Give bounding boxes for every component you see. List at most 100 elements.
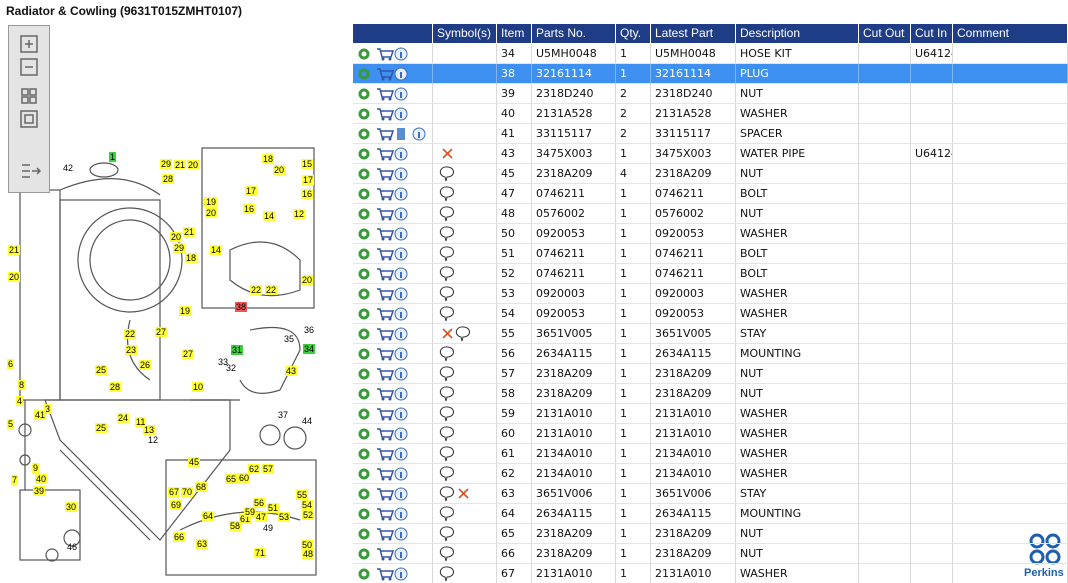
- cart-icon[interactable]: [377, 368, 395, 381]
- zoom-in-button[interactable]: [20, 35, 38, 53]
- cart-icon[interactable]: [377, 188, 395, 201]
- part-callout[interactable]: 16: [243, 204, 256, 214]
- column-header[interactable]: Parts No.: [532, 24, 616, 43]
- row-actions[interactable]: [353, 204, 433, 224]
- cart-icon[interactable]: [377, 348, 395, 361]
- part-callout[interactable]: 1: [109, 152, 117, 162]
- cart-icon[interactable]: [377, 148, 395, 161]
- part-callout[interactable]: 47: [255, 512, 268, 522]
- note-symbol[interactable]: [439, 226, 454, 242]
- part-callout[interactable]: 28: [109, 382, 122, 392]
- row-actions[interactable]: [353, 344, 433, 364]
- note-symbol[interactable]: [439, 246, 454, 262]
- part-callout[interactable]: 14: [210, 245, 223, 255]
- cart-icon[interactable]: [377, 108, 395, 121]
- detail-icon[interactable]: [358, 208, 370, 220]
- part-callout[interactable]: 70: [181, 487, 194, 497]
- note-symbol[interactable]: [439, 306, 454, 322]
- part-callout[interactable]: 61: [239, 514, 252, 524]
- cart-icon[interactable]: [377, 168, 395, 181]
- part-callout[interactable]: 59: [244, 507, 257, 517]
- part-callout[interactable]: 51: [267, 503, 280, 513]
- part-callout[interactable]: 22: [124, 329, 137, 339]
- row-actions[interactable]: [353, 244, 433, 264]
- part-callout[interactable]: 67: [168, 487, 181, 497]
- part-callout[interactable]: 37: [278, 410, 289, 420]
- note-symbol[interactable]: [439, 506, 454, 522]
- row-actions[interactable]: [353, 184, 433, 204]
- part-callout[interactable]: 34: [303, 344, 316, 354]
- row-actions[interactable]: [353, 504, 433, 524]
- detail-icon[interactable]: [358, 448, 370, 460]
- row-actions[interactable]: [353, 224, 433, 244]
- detail-icon[interactable]: [358, 468, 370, 480]
- detail-icon[interactable]: [358, 408, 370, 420]
- row-actions[interactable]: [353, 424, 433, 444]
- part-callout[interactable]: 12: [148, 435, 159, 445]
- column-header[interactable]: Latest Part No.: [651, 24, 736, 59]
- cart-icon[interactable]: [377, 548, 395, 561]
- part-callout[interactable]: 18: [262, 154, 275, 164]
- note-symbol[interactable]: [439, 366, 454, 382]
- part-callout[interactable]: 43: [285, 366, 298, 376]
- part-callout[interactable]: 48: [302, 549, 315, 559]
- part-callout[interactable]: 60: [238, 473, 251, 483]
- part-callout[interactable]: 18: [185, 253, 198, 263]
- detail-icon[interactable]: [358, 368, 370, 380]
- detail-icon[interactable]: [358, 328, 370, 340]
- part-callout[interactable]: 25: [95, 365, 108, 375]
- part-callout[interactable]: 20: [273, 165, 286, 175]
- part-callout[interactable]: 27: [182, 349, 195, 359]
- part-callout[interactable]: 7: [11, 475, 19, 485]
- part-callout[interactable]: 30: [65, 502, 78, 512]
- part-callout[interactable]: 24: [117, 413, 130, 423]
- cart-icon[interactable]: [377, 408, 395, 421]
- cart-icon[interactable]: [377, 68, 395, 81]
- cart-icon[interactable]: [377, 48, 395, 61]
- part-callout[interactable]: 39: [33, 486, 46, 496]
- part-callout[interactable]: 17: [302, 175, 315, 185]
- row-actions[interactable]: [353, 484, 433, 504]
- part-callout[interactable]: 21: [174, 160, 187, 170]
- detail-icon[interactable]: [358, 508, 370, 520]
- part-callout[interactable]: 23: [125, 345, 138, 355]
- part-callout[interactable]: 33: [218, 357, 229, 367]
- cart-icon[interactable]: [377, 328, 395, 341]
- column-header[interactable]: Description: [736, 24, 859, 43]
- part-callout[interactable]: 21: [8, 245, 21, 255]
- part-callout[interactable]: 32: [226, 363, 237, 373]
- part-callout[interactable]: 71: [254, 548, 267, 558]
- part-callout[interactable]: 36: [304, 325, 315, 335]
- note-symbol[interactable]: [439, 286, 454, 302]
- part-callout[interactable]: 65: [225, 474, 238, 484]
- row-actions[interactable]: [353, 404, 433, 424]
- part-callout[interactable]: 69: [170, 500, 183, 510]
- part-callout[interactable]: 26: [139, 360, 152, 370]
- detail-icon[interactable]: [358, 228, 370, 240]
- column-header[interactable]: Symbol(s): [433, 24, 497, 43]
- row-actions[interactable]: [353, 524, 433, 544]
- note-symbol[interactable]: [439, 266, 454, 282]
- part-callout[interactable]: 17: [245, 186, 258, 196]
- row-actions[interactable]: [353, 384, 433, 404]
- detail-icon[interactable]: [358, 108, 370, 120]
- row-actions[interactable]: [353, 64, 433, 84]
- part-callout[interactable]: 57: [262, 464, 275, 474]
- detail-icon[interactable]: [358, 128, 370, 140]
- part-callout[interactable]: 44: [302, 416, 313, 426]
- column-header[interactable]: Comment: [953, 24, 1068, 43]
- part-callout[interactable]: 8: [18, 380, 26, 390]
- part-callout[interactable]: 31: [231, 345, 244, 355]
- part-callout[interactable]: 46: [67, 542, 78, 552]
- part-callout[interactable]: 54: [301, 500, 314, 510]
- note-symbol[interactable]: [439, 426, 454, 442]
- cart-icon[interactable]: [377, 508, 395, 521]
- note-symbol[interactable]: [439, 526, 454, 542]
- detail-icon[interactable]: [358, 88, 370, 100]
- detail-icon[interactable]: [358, 308, 370, 320]
- cart-icon[interactable]: [377, 288, 395, 301]
- part-callout[interactable]: 19: [205, 197, 218, 207]
- column-header[interactable]: Qty.: [616, 24, 651, 43]
- cart-icon[interactable]: [377, 88, 395, 101]
- cart-icon[interactable]: [377, 308, 395, 321]
